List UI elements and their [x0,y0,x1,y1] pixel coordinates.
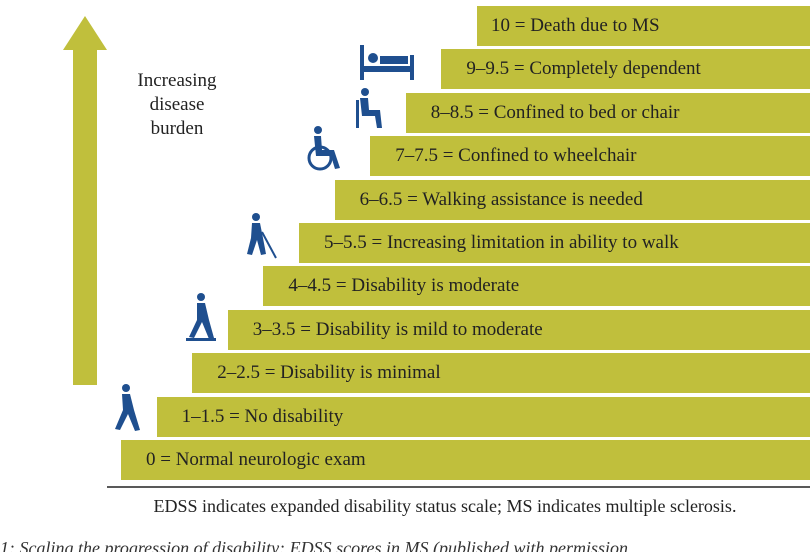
step [370,136,810,177]
walker-icon [186,293,216,341]
arrow [63,16,107,385]
icons [115,45,414,431]
step [121,440,810,480]
step-label: 10 = Death due to MS [491,15,660,36]
caption: 1: Scaling the progression of disability… [0,538,628,552]
bed-icon [360,45,414,80]
step [263,266,810,307]
step [405,92,810,133]
step [156,396,810,437]
step [334,179,810,220]
footnote: EDSS indicates expanded disability statu… [153,496,737,516]
step-label: 5–5.5 = Increasing limitation in ability… [324,232,679,253]
seated-icon [356,88,382,128]
side-label: burden [150,118,204,139]
wheelchair-icon [307,126,340,171]
step-label: 3–3.5 = Disability is mild to moderate [252,318,543,340]
step [477,6,810,46]
step-label: 9–9.5 = Completely dependent [466,58,701,80]
step-label: 7–7.5 = Confined to wheelchair [395,145,637,167]
side-label: Increasing [137,70,217,91]
step-label: 8–8.5 = Confined to bed or chair [430,101,680,123]
step [227,309,810,350]
step-label: 2–2.5 = Disability is minimal [217,362,441,384]
step-label: 1–1.5 = No disability [181,405,344,427]
walker-icon [115,384,140,431]
step-label: 6–6.5 = Walking assistance is needed [359,188,643,210]
step [192,353,810,394]
step [299,223,810,263]
step [441,49,810,90]
step-label: 0 = Normal neurologic exam [146,449,366,470]
side-label: disease [149,94,205,115]
cane-icon [247,213,277,259]
step-label: 4–4.5 = Disability is moderate [288,275,520,297]
